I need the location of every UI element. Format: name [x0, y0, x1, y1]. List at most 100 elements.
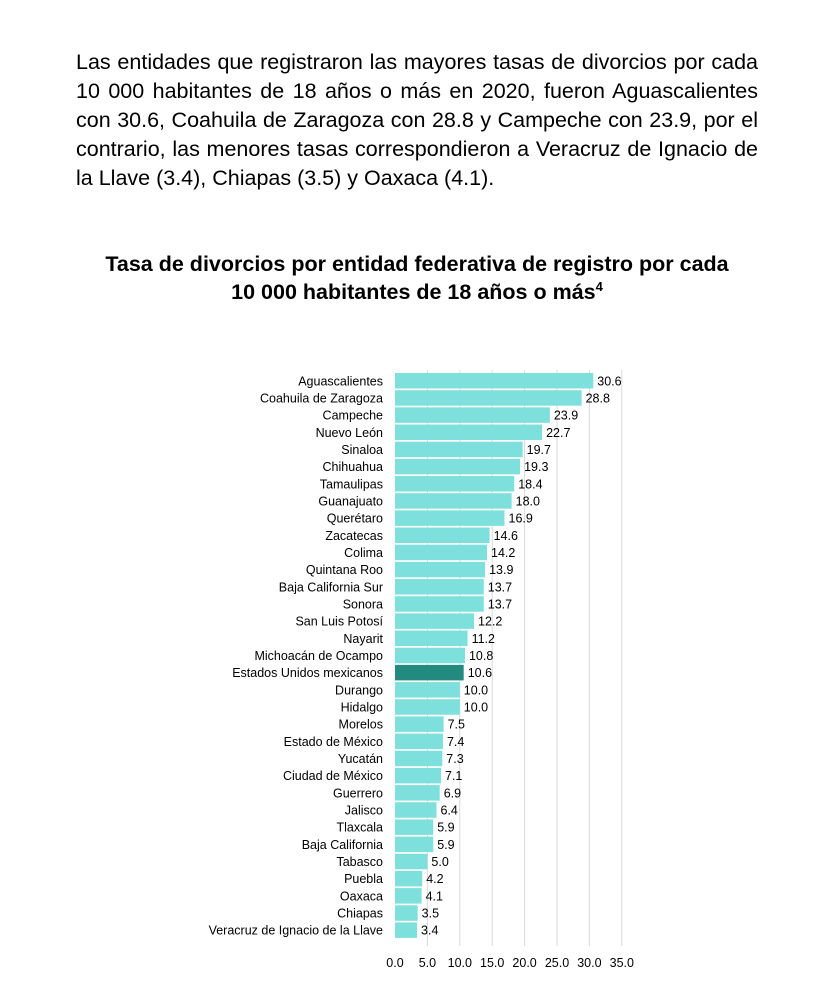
bar — [395, 699, 460, 715]
x-tick-label: 5.0 — [419, 956, 436, 970]
bar — [395, 458, 521, 475]
value-label: 7.3 — [446, 752, 463, 766]
bar — [395, 905, 418, 921]
value-label: 14.6 — [494, 529, 518, 543]
value-label: 7.5 — [448, 718, 465, 732]
bar — [395, 750, 443, 767]
x-tick-label: 30.0 — [577, 956, 601, 970]
category-label: Jalisco — [345, 804, 383, 818]
bar — [395, 870, 423, 887]
category-label: Yucatán — [338, 752, 383, 766]
value-labels: 30.6 28.8 23.9 22.7 19.7 19.3 18.4 18.0 16.9 14.6… — [421, 374, 622, 937]
bar — [395, 441, 523, 458]
value-label: 28.8 — [586, 391, 610, 405]
value-label: 6.4 — [440, 804, 457, 818]
category-label: Aguascalientes — [298, 374, 383, 388]
x-tick-label: 0.0 — [386, 956, 403, 970]
category-label: Sinaloa — [341, 443, 383, 457]
value-label: 13.7 — [488, 597, 512, 611]
value-label: 10.0 — [464, 700, 488, 714]
category-label: Sonora — [343, 597, 383, 611]
value-label: 5.9 — [437, 838, 454, 852]
bar — [395, 767, 442, 784]
value-label: 14.2 — [491, 546, 515, 560]
x-tick-label: 10.0 — [448, 956, 472, 970]
value-label: 4.1 — [426, 889, 443, 903]
bar — [395, 922, 418, 938]
category-label: Tabasco — [336, 855, 383, 869]
intro-paragraph: Las entidades que registraron las mayore… — [76, 50, 758, 190]
category-label: Estados Unidos mexicanos — [232, 666, 383, 680]
category-label: Colima — [344, 546, 383, 560]
category-label: Puebla — [344, 872, 383, 886]
category-label: Chihuahua — [323, 460, 384, 474]
value-label: 10.8 — [469, 649, 493, 663]
bar — [395, 390, 582, 406]
category-label: Querétaro — [327, 512, 383, 526]
value-label: 11.2 — [472, 632, 495, 646]
value-label: 19.3 — [524, 460, 548, 474]
category-label: Michoacán de Ocampo — [254, 649, 383, 663]
category-label: Quintana Roo — [306, 563, 383, 577]
value-label: 18.4 — [518, 477, 542, 491]
x-tick-label: 20.0 — [512, 956, 536, 970]
category-label: Guanajuato — [318, 494, 383, 508]
value-label: 23.9 — [554, 409, 578, 423]
bar — [395, 510, 505, 526]
chart-title: Tasa de divorcios por entidad federativa… — [76, 251, 758, 306]
category-label: Nuevo León — [316, 426, 383, 440]
bar — [395, 802, 437, 818]
category-labels: Aguascalientes Coahuila de Zaragoza Campec… — [209, 374, 384, 937]
category-label: Guerrero — [333, 786, 383, 800]
value-label: 6.9 — [444, 786, 461, 800]
value-label: 12.2 — [478, 615, 502, 629]
value-label: 30.6 — [597, 374, 621, 388]
bar — [395, 716, 444, 732]
value-label: 10.6 — [468, 666, 492, 680]
value-label: 3.5 — [422, 907, 439, 921]
x-tick-labels: 0.0 5.0 10.0 15.0 20.0 25.0 30.0 35.0 — [386, 956, 634, 970]
category-label: Morelos — [339, 718, 383, 732]
category-label: Tamaulipas — [320, 477, 383, 491]
bar — [395, 888, 422, 904]
category-label: Durango — [335, 683, 383, 697]
bar — [395, 596, 484, 612]
category-label: Ciudad de México — [283, 769, 383, 783]
value-label: 3.4 — [421, 924, 438, 938]
category-label: Hidalgo — [341, 700, 383, 714]
chart-title-line1: Tasa de divorcios por entidad federativa… — [105, 252, 729, 276]
category-label: Oaxaca — [340, 889, 383, 903]
value-label: 10.0 — [464, 683, 488, 697]
bar — [395, 476, 515, 492]
category-label: Nayarit — [343, 632, 383, 646]
value-label: 4.2 — [426, 872, 443, 886]
value-label: 13.7 — [488, 580, 512, 594]
value-label: 5.0 — [431, 855, 448, 869]
category-label: Tlaxcala — [336, 821, 383, 835]
value-label: 16.9 — [509, 512, 533, 526]
category-label: Zacatecas — [325, 529, 383, 543]
value-label: 7.4 — [447, 735, 464, 749]
value-label: 18.0 — [516, 494, 540, 508]
bar — [395, 579, 484, 595]
bar — [395, 630, 468, 647]
bar — [395, 561, 486, 578]
value-label: 19.7 — [527, 443, 551, 457]
value-label: 22.7 — [546, 426, 570, 440]
bar — [395, 493, 512, 509]
bar — [395, 682, 460, 698]
bar — [395, 527, 490, 544]
value-label: 13.9 — [489, 563, 513, 577]
bar — [395, 407, 550, 423]
chart-title-footnote: 4 — [595, 278, 603, 294]
category-label: Estado de México — [284, 735, 383, 749]
bar — [395, 785, 440, 801]
x-tick-label: 35.0 — [610, 956, 634, 970]
category-label: Campeche — [323, 409, 383, 423]
bar — [395, 836, 434, 853]
bar — [395, 613, 475, 629]
bar — [395, 544, 488, 561]
bar — [395, 647, 465, 664]
category-label: Veracruz de Ignacio de la Llave — [209, 924, 383, 938]
